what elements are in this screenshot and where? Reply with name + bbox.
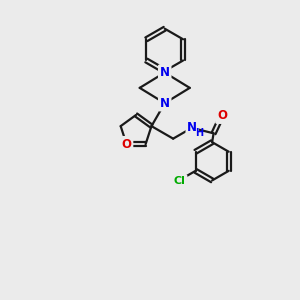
Text: H: H: [195, 128, 203, 138]
Text: Cl: Cl: [174, 176, 186, 186]
Text: N: N: [160, 97, 170, 110]
Text: O: O: [217, 109, 227, 122]
Text: N: N: [160, 66, 170, 79]
Text: O: O: [122, 138, 132, 151]
Text: N: N: [187, 121, 197, 134]
